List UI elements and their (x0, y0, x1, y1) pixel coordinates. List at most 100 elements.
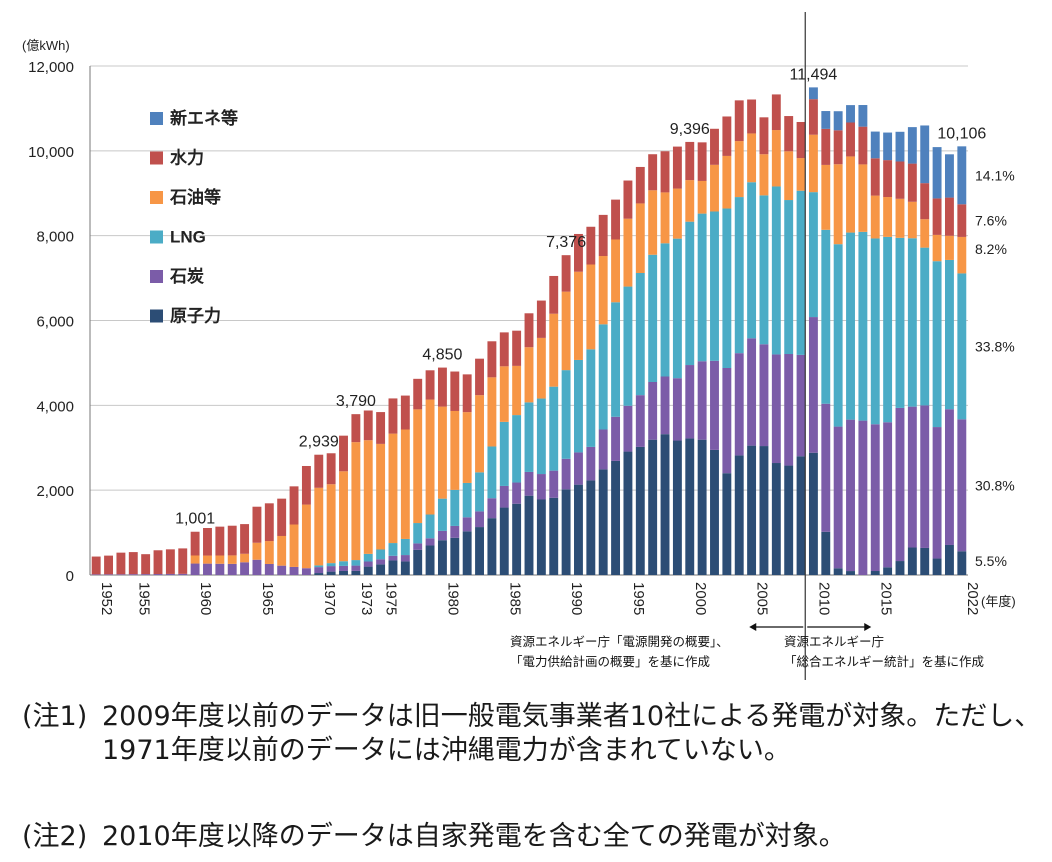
bar-segment (833, 164, 843, 245)
bar-segment (635, 272, 645, 396)
bar-segment (586, 226, 596, 265)
bar-segment (289, 566, 299, 575)
bar-segment (413, 409, 423, 524)
bar-segment (413, 523, 423, 544)
share-label: 33.8% (975, 338, 1015, 354)
note-2-tag: (注2) (22, 821, 88, 852)
bar-segment (722, 473, 732, 575)
bar-segment (450, 525, 460, 538)
bar-segment (450, 371, 460, 411)
x-tick-label: 1980 (444, 582, 461, 615)
bar-segment (104, 555, 114, 575)
bar-segment (611, 416, 621, 461)
bar-segment (771, 94, 781, 131)
x-tick-label: 1990 (568, 582, 585, 615)
x-tick-label: 2010 (815, 582, 832, 615)
bar-segment (549, 275, 559, 314)
bar-segment (697, 142, 707, 181)
bar-segment (388, 433, 398, 544)
bar-segment (598, 256, 608, 325)
bar-segment (487, 498, 497, 519)
bar-segment (215, 526, 225, 556)
bar-segment (846, 105, 855, 123)
bar-segment (314, 487, 324, 566)
bar-segment (363, 440, 373, 554)
x-tick-label: 1975 (383, 582, 400, 615)
bar-segment (388, 398, 398, 434)
bar-segment (598, 324, 608, 430)
bar-segment (549, 497, 559, 575)
bar-segment (190, 563, 200, 575)
bar-segment (277, 565, 287, 575)
bar-segment (870, 158, 880, 196)
bar-segment (833, 244, 843, 427)
bar-segment (598, 469, 608, 575)
x-tick-label: 1970 (321, 582, 338, 615)
bar-segment (549, 313, 559, 387)
bar-segment (487, 341, 497, 378)
bar-segment (400, 429, 410, 539)
bar-segment (561, 291, 571, 371)
bar-segment (685, 221, 695, 366)
bar-segment (351, 442, 361, 561)
bar-segment (734, 353, 744, 456)
bar-segment (623, 405, 633, 452)
bar-segment (759, 446, 769, 575)
unit-label: (億kWh) (22, 38, 70, 53)
bar-segment (450, 489, 460, 526)
bar-segment (883, 132, 893, 161)
bar-segment (153, 574, 163, 575)
bar-segment (932, 427, 942, 559)
bar-segment (240, 524, 250, 554)
bar-segment (264, 503, 274, 542)
bar-segment (326, 563, 336, 567)
bar-segment (957, 551, 967, 575)
bar-segment (301, 465, 311, 505)
bar-segment (648, 190, 658, 255)
bar-segment (710, 164, 719, 212)
bar-segment (301, 568, 311, 575)
bar-segment (363, 561, 373, 567)
bar-segment (648, 254, 658, 383)
total-value-label: 3,790 (336, 393, 376, 410)
bar-segment (462, 531, 472, 575)
bar-segment (808, 452, 818, 575)
bar-segment (920, 125, 930, 184)
bar-segment (710, 449, 719, 575)
bar-segment (512, 482, 522, 504)
bar-segment (524, 495, 534, 575)
bar-segment (252, 542, 262, 560)
bar-segment (240, 553, 250, 563)
legend-swatch (150, 309, 163, 323)
total-value-label: 9,396 (670, 121, 710, 138)
bar-segment (660, 243, 670, 377)
bar-segment (487, 446, 497, 499)
bar-segment (400, 555, 410, 562)
bar-segment (487, 518, 497, 575)
bar-segment (920, 247, 930, 406)
legend-label: 水力 (170, 148, 204, 168)
bar-segment (227, 563, 237, 575)
bar-segment (536, 474, 546, 500)
bar-segment (376, 564, 386, 575)
note-1: (注1) 2009年度以前のデータは旧一般電気事業者10社による発電が対象。ただ… (22, 700, 1041, 766)
bar-segment (858, 126, 868, 165)
bar-segment (425, 538, 435, 546)
bar-segment (561, 255, 571, 292)
bar-segment (536, 300, 546, 338)
bar-segment (722, 208, 732, 369)
bar-segment (376, 443, 386, 550)
bar-segment (944, 235, 954, 260)
bar-segment (883, 160, 893, 198)
bar-segment (660, 151, 670, 193)
bar-segment (574, 484, 583, 575)
bar-segment (747, 338, 757, 446)
legend-label: LNG (170, 228, 206, 247)
note-2-text: 2010年度以降のデータは自家発電を含む全ての発電が対象。 (102, 821, 846, 852)
bar-segment (734, 100, 744, 142)
bar-segment (413, 543, 423, 550)
bar-segment (747, 445, 757, 575)
bar-segment (339, 471, 348, 562)
bar-segment (895, 131, 905, 162)
bar-segment (957, 273, 967, 420)
